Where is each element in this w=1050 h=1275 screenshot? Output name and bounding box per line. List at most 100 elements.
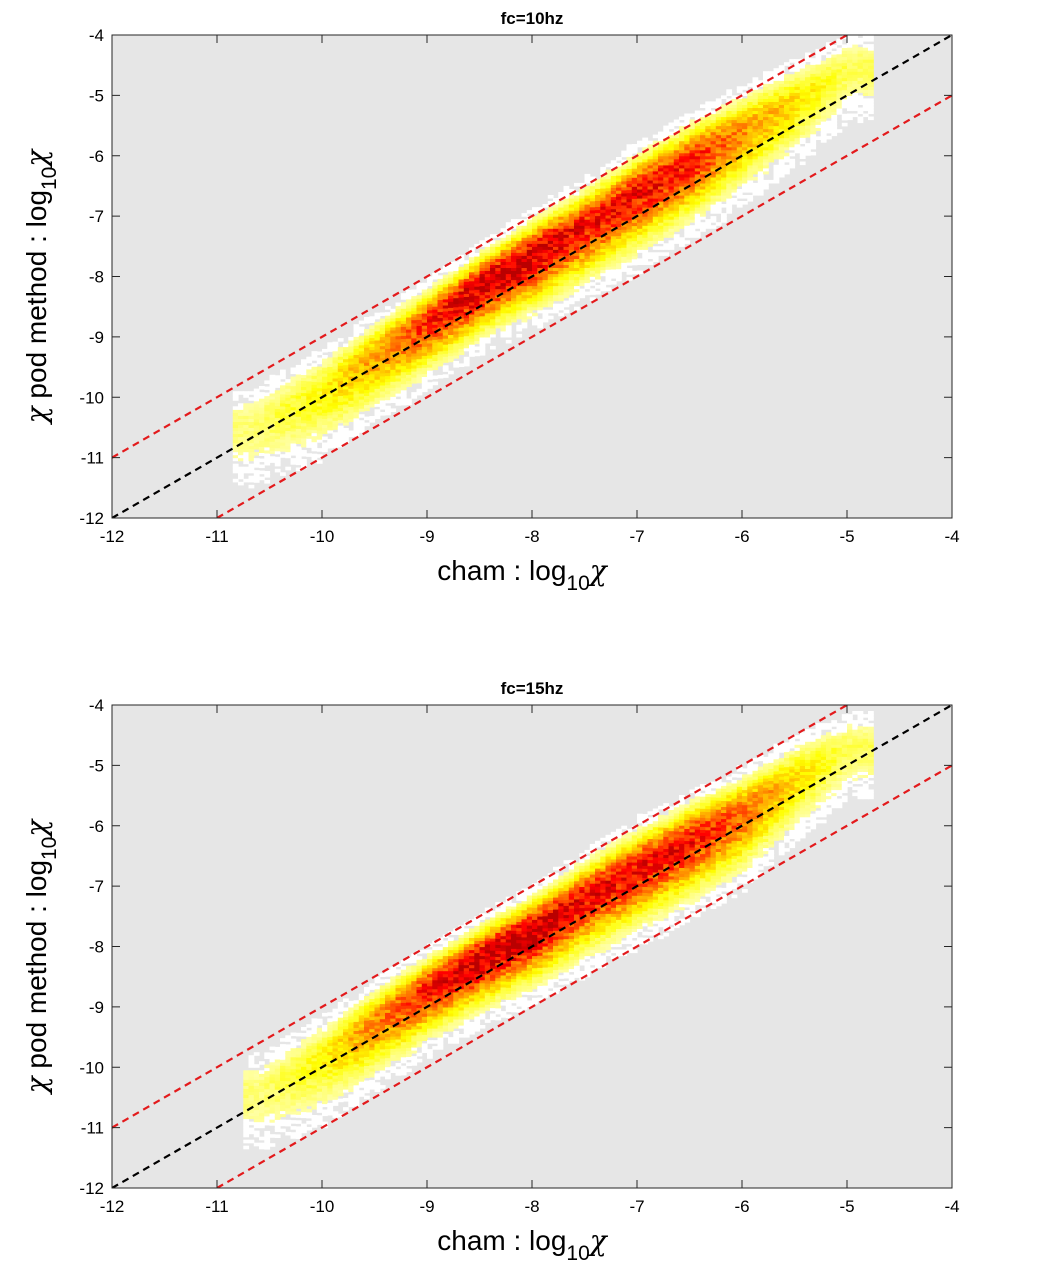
heatmap-cell xyxy=(463,332,470,337)
heatmap-cell xyxy=(322,1067,328,1071)
heatmap-cell xyxy=(264,431,271,436)
heatmap-cell xyxy=(763,113,769,118)
heatmap-cell xyxy=(259,425,265,429)
heatmap-cell xyxy=(301,1087,307,1091)
heatmap-cell xyxy=(432,375,439,380)
heatmap-cell xyxy=(332,420,339,424)
heatmap-cell xyxy=(757,176,764,181)
heatmap-cell xyxy=(379,412,386,416)
heatmap-cell xyxy=(274,1052,281,1057)
heatmap-cell xyxy=(301,1027,307,1031)
heatmap-cell xyxy=(537,297,544,302)
heatmap-cell xyxy=(364,401,370,406)
heatmap-cell xyxy=(616,178,622,182)
heatmap-cell xyxy=(337,389,344,393)
heatmap-cell xyxy=(616,172,622,176)
heatmap-cell xyxy=(663,173,670,178)
heatmap-cell xyxy=(857,116,864,121)
heatmap-cell xyxy=(327,345,334,349)
heatmap-cell xyxy=(794,95,801,99)
heatmap-cell xyxy=(584,237,591,241)
heatmap-cell xyxy=(437,350,444,355)
heatmap-cell xyxy=(469,347,475,351)
heatmap-cell xyxy=(343,367,349,372)
heatmap-cell xyxy=(259,1118,265,1123)
heatmap-cell xyxy=(411,371,418,375)
heatmap-cell xyxy=(616,199,622,203)
heatmap-cell xyxy=(589,255,596,259)
heatmap-cell xyxy=(469,329,475,333)
heatmap-cell xyxy=(784,83,790,87)
heatmap-cell xyxy=(679,198,685,202)
heatmap-cell xyxy=(642,198,649,202)
heatmap-cell xyxy=(358,356,365,361)
heatmap-cell xyxy=(726,198,733,202)
heatmap-cell xyxy=(248,391,255,395)
heatmap-cell xyxy=(427,352,433,356)
heatmap-cell xyxy=(248,430,255,435)
heatmap-cell xyxy=(668,213,675,217)
heatmap-cell xyxy=(285,421,292,425)
heatmap-cell xyxy=(453,324,460,329)
heatmap-cell xyxy=(406,292,412,297)
heatmap-cell xyxy=(773,152,780,157)
y-tick-label: -8 xyxy=(89,268,104,287)
heatmap-cell xyxy=(563,192,570,196)
heatmap-cell xyxy=(348,1000,355,1005)
heatmap-cell xyxy=(369,373,376,378)
heatmap-cell xyxy=(589,185,596,190)
heatmap-cell xyxy=(437,335,444,340)
heatmap-cell xyxy=(500,249,507,253)
heatmap-cell xyxy=(421,313,428,317)
heatmap-cell xyxy=(668,185,675,190)
heatmap-cell xyxy=(400,395,407,400)
heatmap-cell xyxy=(327,1036,334,1041)
heatmap-cell xyxy=(458,285,465,289)
heatmap-cell xyxy=(742,131,748,136)
heatmap-cell xyxy=(253,443,260,447)
heatmap-cell xyxy=(658,158,664,163)
heatmap-cell xyxy=(726,143,733,148)
heatmap-cell xyxy=(710,216,717,220)
heatmap-cell xyxy=(721,131,727,136)
heatmap-cell xyxy=(647,243,654,247)
heatmap-cell xyxy=(773,68,780,72)
heatmap-cell xyxy=(789,104,796,108)
heatmap-cell xyxy=(589,200,596,205)
heatmap-cell xyxy=(815,61,822,65)
heatmap-cell xyxy=(752,131,759,136)
heatmap-cell xyxy=(637,261,643,265)
x-tick-label: -4 xyxy=(944,527,959,546)
heatmap-cell xyxy=(516,255,523,259)
heatmap-cell xyxy=(673,207,680,211)
heatmap-cell xyxy=(784,152,790,157)
heatmap-cell xyxy=(595,275,601,280)
heatmap-cell xyxy=(605,248,612,252)
heatmap-cell xyxy=(484,258,491,262)
heatmap-cell xyxy=(259,1097,265,1101)
heatmap-cell xyxy=(374,1031,381,1035)
heatmap-cell xyxy=(736,204,743,208)
heatmap-cell xyxy=(542,267,549,271)
heatmap-cell xyxy=(862,71,869,75)
heatmap-cell xyxy=(516,258,523,262)
heatmap-cell xyxy=(757,149,764,154)
heatmap-cell xyxy=(253,1094,260,1098)
heatmap-cell xyxy=(773,164,780,169)
heatmap-cell xyxy=(290,400,297,405)
heatmap-cell xyxy=(547,300,554,305)
heatmap-cell xyxy=(490,318,496,323)
heatmap-cell xyxy=(563,270,570,275)
heatmap-cell xyxy=(673,179,680,184)
heatmap-cell xyxy=(311,1118,318,1122)
heatmap-cell xyxy=(747,161,754,166)
heatmap-cell xyxy=(715,161,722,166)
heatmap-cell xyxy=(563,198,570,202)
heatmap-cell xyxy=(469,313,475,318)
heatmap-cell xyxy=(348,382,355,386)
heatmap-cell xyxy=(327,396,334,401)
heatmap-cell xyxy=(369,992,376,996)
heatmap-cell xyxy=(295,1081,302,1085)
heatmap-cell xyxy=(663,228,670,232)
heatmap-cell xyxy=(663,155,670,160)
